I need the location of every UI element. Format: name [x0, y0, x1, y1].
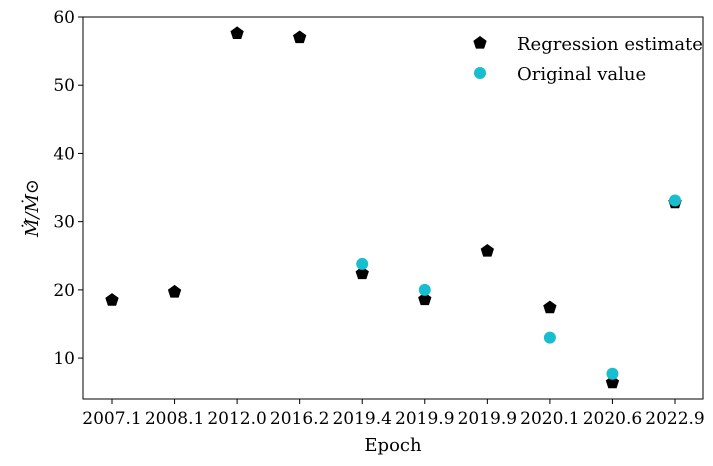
legend-circle: [474, 67, 486, 79]
x-tick-label: 2019.9: [458, 409, 517, 429]
legend-label-regression: Regression estimate: [517, 34, 703, 55]
x-tick-label: 2020.1: [520, 409, 579, 429]
x-tick-label: 2016.2: [270, 409, 329, 429]
plot-area: [82, 16, 704, 400]
y-tick-label: 20: [53, 281, 75, 301]
y-tick-label: 60: [53, 8, 75, 28]
regression-point: [293, 30, 307, 44]
original-point: [543, 331, 556, 344]
legend: Regression estimate Original value: [473, 34, 703, 85]
y-tick-label: 30: [53, 213, 75, 233]
x-tick-label: 2008.1: [145, 409, 204, 429]
x-axis-label: Epoch: [364, 435, 422, 456]
original-point: [356, 257, 369, 270]
y-tick-label: 40: [53, 144, 75, 164]
legend-label-original: Original value: [517, 64, 646, 85]
legend-marker-regression: [473, 36, 487, 49]
regression-point: [543, 300, 557, 314]
y-tick-label: 10: [53, 349, 75, 369]
y-axis: 10 20 30 40 50 60: [53, 8, 83, 369]
legend-pentagon: [473, 36, 487, 49]
regression-point: [355, 266, 369, 280]
x-tick-label: 2020.6: [583, 409, 642, 429]
legend-marker-original: [474, 67, 486, 79]
original-point: [606, 367, 619, 380]
regression-point: [167, 284, 182, 298]
x-tick-label: 2022.9: [645, 409, 704, 429]
original-point: [669, 194, 681, 207]
regression-point: [605, 375, 620, 389]
data-points: [105, 26, 682, 389]
original-point: [418, 283, 431, 296]
regression-point: [230, 26, 244, 40]
x-tick-label: 2007.1: [82, 409, 141, 429]
x-tick-label: 2019.4: [332, 409, 391, 429]
regression-point: [480, 243, 494, 257]
x-tick-label: 2012.0: [207, 409, 266, 429]
x-axis: 2007.1 2008.1 2012.0 2016.2 2019.4 2019.9 2019…: [82, 399, 705, 429]
x-tick-label: 2019.9: [395, 409, 454, 429]
regression-point: [105, 293, 119, 306]
y-axis-label: Ṁ̂/Ṁ⊙: [20, 179, 43, 238]
y-tick-label: 50: [53, 76, 75, 96]
regression-point: [418, 292, 432, 306]
